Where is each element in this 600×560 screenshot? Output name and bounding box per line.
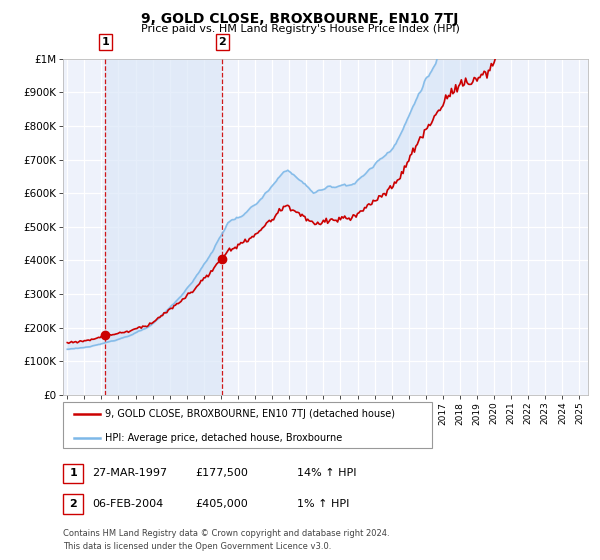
Bar: [106, 59, 223, 395]
Text: 1: 1: [101, 37, 109, 47]
Text: 2: 2: [218, 37, 226, 47]
Text: 1% ↑ HPI: 1% ↑ HPI: [297, 499, 349, 509]
Text: £177,500: £177,500: [195, 468, 248, 478]
Text: 1: 1: [70, 468, 77, 478]
Text: 06-FEB-2004: 06-FEB-2004: [92, 499, 163, 509]
Text: 2: 2: [70, 499, 77, 509]
Text: 14% ↑ HPI: 14% ↑ HPI: [297, 468, 356, 478]
Text: 9, GOLD CLOSE, BROXBOURNE, EN10 7TJ (detached house): 9, GOLD CLOSE, BROXBOURNE, EN10 7TJ (det…: [105, 409, 395, 419]
Text: £405,000: £405,000: [195, 499, 248, 509]
Text: HPI: Average price, detached house, Broxbourne: HPI: Average price, detached house, Brox…: [105, 433, 342, 443]
Text: Contains HM Land Registry data © Crown copyright and database right 2024.
This d: Contains HM Land Registry data © Crown c…: [63, 529, 389, 550]
Text: Price paid vs. HM Land Registry's House Price Index (HPI): Price paid vs. HM Land Registry's House …: [140, 24, 460, 34]
Text: 9, GOLD CLOSE, BROXBOURNE, EN10 7TJ: 9, GOLD CLOSE, BROXBOURNE, EN10 7TJ: [142, 12, 458, 26]
Text: 27-MAR-1997: 27-MAR-1997: [92, 468, 167, 478]
